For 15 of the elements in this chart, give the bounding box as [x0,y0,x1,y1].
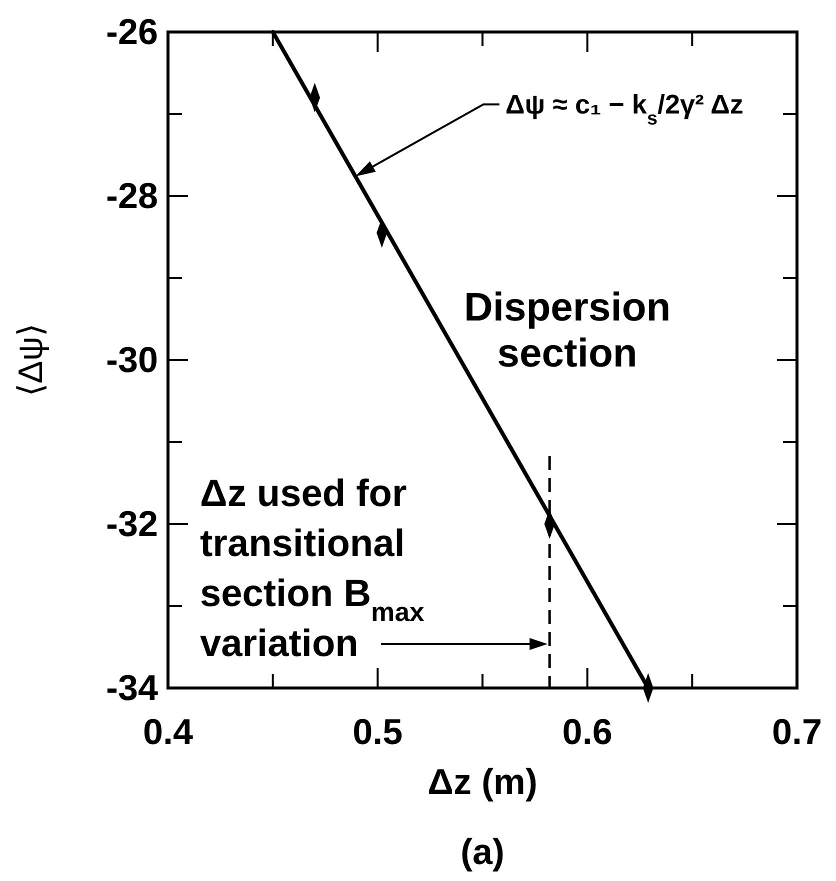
y-axis-title: ⟨Δψ⟩ [12,324,50,396]
y-tick-label: -34 [106,667,158,708]
x-tick-label: 0.4 [142,711,194,752]
y-tick-label: -28 [106,175,158,216]
y-tick-label: -30 [106,339,158,380]
y-tick-label: -32 [106,503,158,544]
annotation: Dispersion section [464,286,671,376]
y-tick-label: -26 [106,11,158,52]
x-axis-title: Δz (m) [428,761,538,802]
annotation: Δψ ≈ c₁ − k$_{s}$/2γ² Δz [505,89,744,129]
ref-line-label: Δz used for transitional section B$_{max}$ variation [200,473,424,665]
x-tick-label: 0.6 [562,711,612,752]
text: (a) [460,831,504,872]
x-tick-label: 0.5 [352,711,403,752]
x-tick-label: 0.7 [772,711,822,752]
